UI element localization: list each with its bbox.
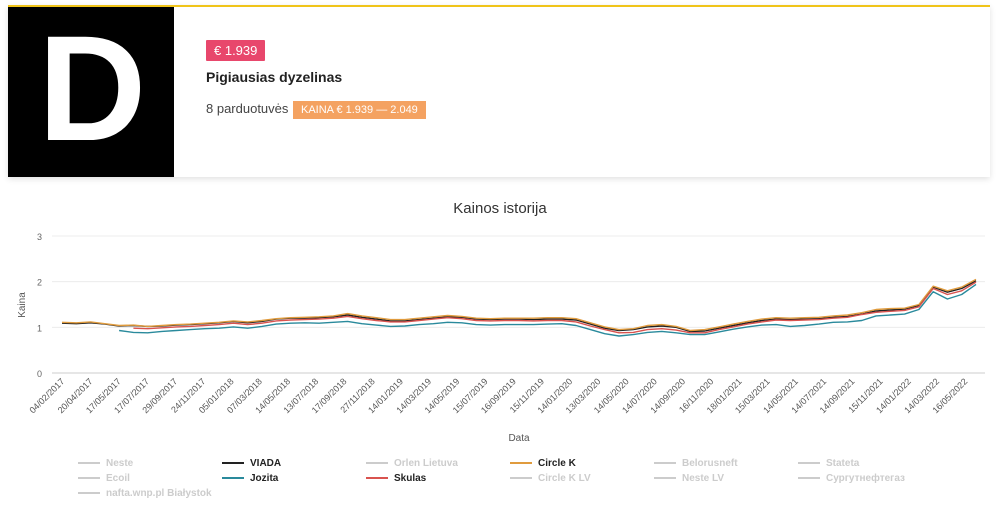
legend-item[interactable]: Сургутнефтегаз — [798, 472, 905, 484]
y-axis-label: Kaina — [17, 292, 28, 318]
legend-item[interactable]: Belorusneft — [654, 458, 738, 469]
legend-label: Stateta — [826, 458, 860, 469]
stores-count: 8 parduotuvės — [206, 101, 289, 116]
legend-item[interactable]: Orlen Lietuva — [366, 458, 458, 469]
legend-label: Belorusneft — [682, 458, 738, 469]
legend-label: Skulas — [394, 473, 427, 484]
legend-item[interactable]: Neste LV — [654, 473, 724, 484]
page-title: Pigiausias dyzelinas — [206, 69, 343, 85]
legend-item[interactable]: Neste — [78, 458, 134, 469]
legend-item[interactable]: VIADA — [222, 458, 281, 469]
brand-logo: D — [8, 7, 174, 177]
legend-label: Jozita — [250, 473, 279, 484]
legend-label: Ecoil — [106, 473, 130, 484]
series-line-skulas — [133, 281, 977, 334]
legend-item[interactable]: Stateta — [798, 458, 860, 469]
legend-label: VIADA — [250, 458, 281, 469]
legend-item[interactable]: nafta.wnp.pl Białystok — [78, 488, 212, 499]
legend-label: Circle K — [538, 458, 577, 469]
legend-item[interactable]: Ecoil — [78, 473, 130, 484]
legend-item[interactable]: Skulas — [366, 473, 427, 484]
legend-item[interactable]: Circle K LV — [510, 473, 591, 484]
legend-label: Сургутнефтегаз — [826, 472, 905, 484]
legend-label: Neste — [106, 458, 134, 469]
y-tick-label: 2 — [37, 278, 42, 288]
station-card: D € 1.939 Pigiausias dyzelinas 8 parduot… — [8, 5, 990, 177]
legend-label: Neste LV — [682, 473, 724, 484]
y-tick-label: 1 — [37, 323, 42, 333]
chart-title: Kainos istorija — [453, 200, 547, 217]
y-tick-label: 0 — [37, 369, 42, 379]
legend-item[interactable]: Jozita — [222, 473, 279, 484]
x-axis-label: Data — [508, 433, 530, 444]
price-badge: € 1.939 — [206, 40, 266, 61]
series-line-jozita — [119, 283, 977, 337]
legend-label: nafta.wnp.pl Białystok — [106, 488, 212, 499]
legend-item[interactable]: Circle K — [510, 458, 577, 469]
price-range-badge: KAINA € 1.939 — 2.049 — [293, 101, 426, 119]
series-line-circle-k — [61, 278, 977, 332]
legend-label: Circle K LV — [538, 473, 591, 484]
legend-label: Orlen Lietuva — [394, 458, 458, 469]
y-tick-label: 3 — [37, 232, 42, 242]
logo-letter: D — [38, 4, 147, 172]
